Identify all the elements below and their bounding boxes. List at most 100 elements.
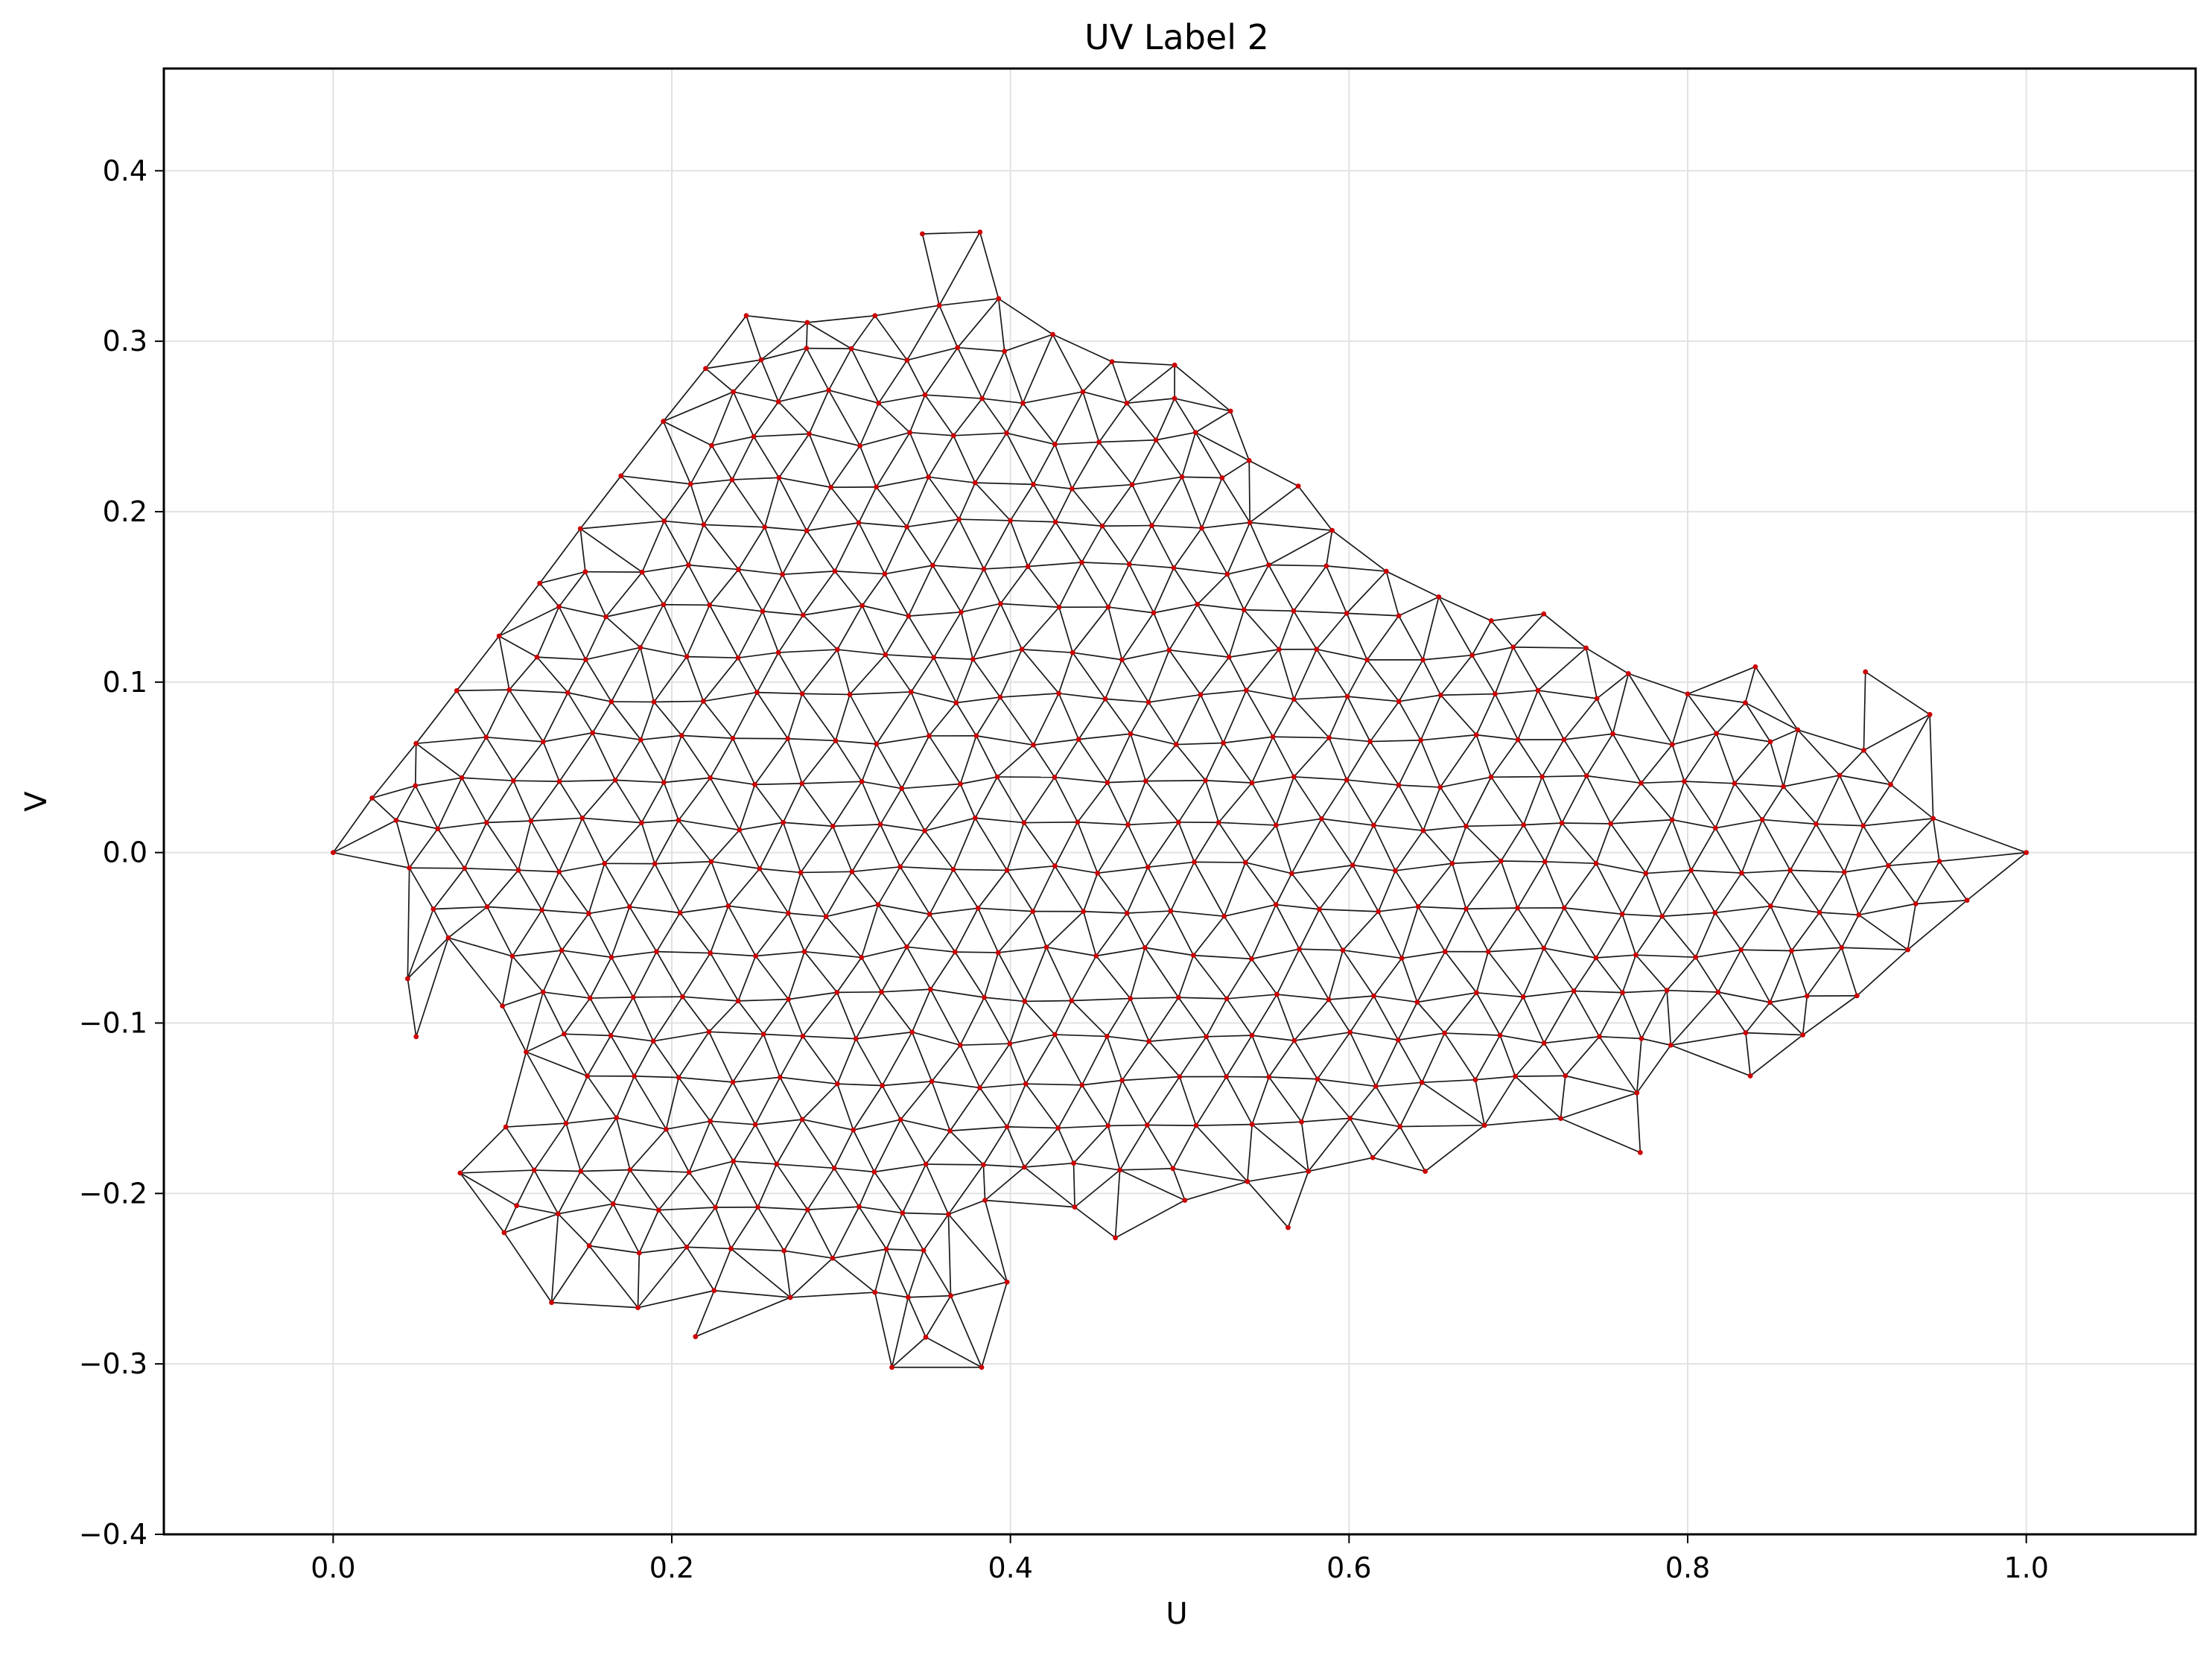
mesh-vertex xyxy=(583,657,588,662)
mesh-vertex xyxy=(804,528,810,533)
mesh-edge xyxy=(926,1164,983,1165)
x-tick-label: 0.2 xyxy=(649,1551,694,1584)
mesh-vertex xyxy=(1224,572,1230,577)
mesh-vertex xyxy=(1182,1198,1187,1203)
mesh-vertex xyxy=(1245,1179,1250,1184)
mesh-vertex xyxy=(981,1162,986,1167)
mesh-vertex xyxy=(1341,947,1346,953)
y-tick-label: 0.4 xyxy=(103,154,147,187)
mesh-vertex xyxy=(1842,869,1847,874)
mesh-vertex xyxy=(1266,1075,1271,1080)
mesh-vertex xyxy=(529,819,534,824)
mesh-vertex xyxy=(802,949,807,954)
mesh-vertex xyxy=(684,654,690,659)
mesh-vertex xyxy=(857,443,862,448)
mesh-vertex xyxy=(1620,912,1625,917)
y-tick-label: 0.0 xyxy=(103,836,147,869)
mesh-vertex xyxy=(1071,1160,1076,1166)
mesh-vertex xyxy=(590,730,595,735)
mesh-vertex xyxy=(859,603,865,609)
mesh-vertex xyxy=(632,1073,637,1079)
mesh-vertex xyxy=(928,987,933,992)
mesh-vertex xyxy=(1626,671,1631,676)
mesh-vertex xyxy=(1886,863,1891,868)
mesh-vertex xyxy=(927,912,932,917)
mesh-vertex xyxy=(676,818,681,823)
mesh-vertex xyxy=(1052,1032,1058,1038)
mesh-vertex xyxy=(948,1293,953,1298)
mesh-vertex xyxy=(757,866,763,871)
mesh-vertex xyxy=(854,1036,859,1041)
mesh-edge xyxy=(1513,647,1586,648)
mesh-vertex xyxy=(1326,997,1332,1003)
mesh-vertex xyxy=(1022,999,1027,1004)
mesh-vertex xyxy=(1814,822,1819,827)
mesh-vertex xyxy=(900,1210,905,1216)
mesh-vertex xyxy=(631,994,636,1000)
mesh-vertex xyxy=(835,1081,840,1087)
mesh-vertex xyxy=(906,1295,911,1300)
mesh-vertex xyxy=(680,994,685,1000)
y-tick-label: 0.3 xyxy=(103,325,147,358)
mesh-vertex xyxy=(874,741,879,746)
mesh-vertex xyxy=(920,232,925,237)
mesh-vertex xyxy=(556,1211,561,1216)
mesh-vertex xyxy=(832,1166,837,1171)
mesh-vertex xyxy=(804,346,810,351)
mesh-vertex xyxy=(1713,825,1718,830)
mesh-vertex xyxy=(537,581,542,586)
mesh-vertex xyxy=(1539,774,1545,779)
mesh-edge xyxy=(733,738,788,739)
mesh-vertex xyxy=(1371,994,1376,999)
mesh-vertex xyxy=(835,647,840,652)
mesh-vertex xyxy=(1004,431,1009,436)
mesh-vertex xyxy=(1079,1082,1084,1087)
mesh-vertex xyxy=(413,741,419,746)
mesh-vertex xyxy=(1005,1280,1010,1285)
mesh-vertex xyxy=(578,526,583,531)
mesh-vertex xyxy=(1399,956,1405,961)
mesh-vertex xyxy=(1146,699,1151,705)
mesh-vertex xyxy=(1008,518,1013,524)
mesh-vertex xyxy=(1856,912,1861,918)
mesh-vertex xyxy=(1070,486,1075,492)
mesh-vertex xyxy=(872,1290,877,1295)
mesh-vertex xyxy=(1521,822,1526,828)
mesh-vertex xyxy=(977,1085,982,1090)
mesh-vertex xyxy=(1055,1125,1061,1131)
mesh-vertex xyxy=(1125,822,1131,828)
mesh-vertex xyxy=(1443,949,1448,954)
mesh-vertex xyxy=(1323,563,1329,568)
mesh-vertex xyxy=(1105,1123,1110,1128)
y-axis-label: V xyxy=(19,791,54,812)
mesh-vertex xyxy=(587,1243,592,1248)
mesh-vertex xyxy=(859,779,865,784)
mesh-vertex xyxy=(1638,1150,1643,1155)
mesh-vertex xyxy=(801,1034,806,1039)
mesh-vertex xyxy=(1474,732,1479,737)
mesh-vertex xyxy=(564,1121,569,1126)
mesh-vertex xyxy=(708,775,713,781)
mesh-vertex xyxy=(751,434,757,439)
mesh-vertex xyxy=(1172,396,1177,401)
mesh-vertex xyxy=(833,568,838,574)
mesh-vertex xyxy=(608,1033,614,1038)
mesh-vertex xyxy=(958,1043,963,1048)
mesh-vertex xyxy=(1151,610,1157,615)
mesh-vertex xyxy=(500,1003,505,1008)
mesh-vertex xyxy=(1117,1168,1122,1173)
mesh-vertex xyxy=(1277,647,1282,652)
mesh-vertex xyxy=(460,775,465,781)
mesh-vertex xyxy=(1072,1204,1078,1210)
mesh-vertex xyxy=(614,1115,619,1120)
mesh-vertex xyxy=(904,944,909,950)
mesh-vertex xyxy=(1145,1122,1150,1128)
mesh-vertex xyxy=(800,1117,805,1122)
mesh-vertex xyxy=(1521,994,1526,1000)
mesh-vertex xyxy=(1442,1031,1447,1036)
mesh-vertex xyxy=(1291,696,1297,702)
mesh-vertex xyxy=(588,996,593,1001)
mesh-vertex xyxy=(996,950,1001,956)
mesh-vertex xyxy=(1593,956,1598,961)
